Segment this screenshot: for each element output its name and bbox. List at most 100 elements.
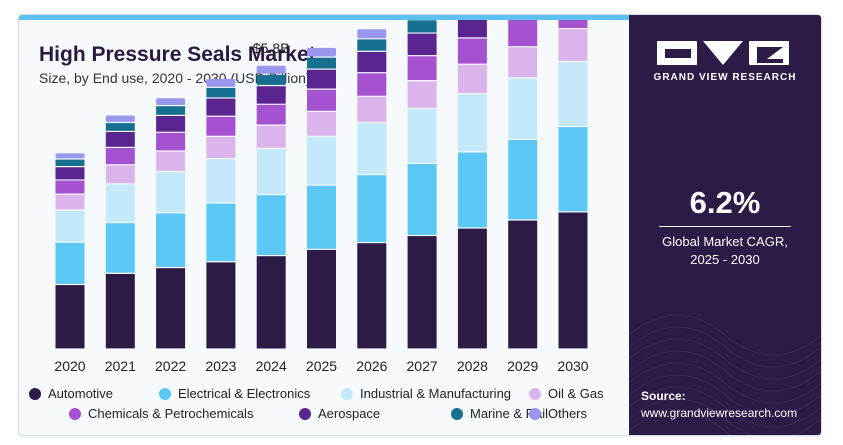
bar-segment <box>357 123 387 174</box>
bar-segment <box>457 94 487 152</box>
legend-swatch <box>451 407 463 420</box>
wave-pattern <box>629 314 821 435</box>
bar-segment <box>256 86 286 104</box>
legend-item: Aerospace <box>299 406 380 421</box>
bar-segment <box>256 256 286 349</box>
bar-segment <box>105 165 135 184</box>
bar-segment <box>206 136 236 158</box>
bar-segment <box>55 167 85 180</box>
bar-segment <box>508 220 538 349</box>
bar-segment <box>256 148 286 194</box>
chart-title: High Pressure Seals Market <box>39 43 316 66</box>
bar-segment <box>256 125 286 148</box>
cagr-label-line2: 2025 - 2030 <box>690 252 760 267</box>
bar-segment <box>357 29 387 39</box>
bar-segment <box>407 56 437 80</box>
legend-swatch <box>529 407 541 420</box>
bar-segment <box>206 203 236 262</box>
bar-segment <box>508 78 538 139</box>
legend-item: Industrial & Manufacturing <box>341 386 511 401</box>
legend-item: Others <box>529 406 587 421</box>
bar-segment <box>357 96 387 122</box>
bar-segment <box>105 123 135 131</box>
cagr-value: 6.2% <box>689 185 761 220</box>
x-tick-label: 2027 <box>407 358 438 374</box>
bar-segment <box>307 89 336 111</box>
legend-label: Industrial & Manufacturing <box>360 386 512 401</box>
bar-segment <box>55 159 85 166</box>
legend-swatch <box>341 387 353 400</box>
x-tick-label: 2026 <box>356 358 387 374</box>
bar-segment <box>156 116 186 132</box>
bar-segment <box>457 20 487 38</box>
legend-label: Oil & Gas <box>548 386 604 401</box>
grand-view-research-logo <box>657 41 789 65</box>
bar-segment <box>55 210 85 242</box>
x-tick-label: 2028 <box>457 358 488 374</box>
bar-segment <box>357 39 387 51</box>
bar-segment <box>457 228 487 349</box>
bar-segment <box>407 108 437 163</box>
stats-panel: GRAND VIEW RESEARCH 6.2% Global Market C… <box>629 15 821 435</box>
bar-segment <box>558 62 588 126</box>
bar-segment <box>407 164 437 235</box>
bar-segment <box>105 148 135 165</box>
bar-segment <box>407 33 437 56</box>
bar-segment <box>156 213 186 267</box>
legend-label: Aerospace <box>318 406 381 421</box>
bar-segment <box>307 57 336 69</box>
bar-segment <box>307 69 336 89</box>
bar-segment <box>156 132 186 151</box>
legend-item: Electrical & Electronics <box>159 386 310 401</box>
bar-segment <box>105 184 135 222</box>
bar-segment <box>206 262 236 349</box>
bar-segment <box>457 64 487 93</box>
cagr-divider <box>659 226 791 227</box>
bar-segment <box>508 140 538 220</box>
x-tick-label: 2021 <box>105 358 136 374</box>
legend-item: Marine & Rail <box>451 406 548 421</box>
bar-segment <box>206 116 236 136</box>
bar-segment <box>307 47 336 57</box>
x-tick-label: 2025 <box>306 358 337 374</box>
bar-segment <box>156 106 186 115</box>
legend-item: Oil & Gas <box>529 386 604 401</box>
bar-segment <box>357 73 387 96</box>
bar-segment <box>206 79 236 87</box>
bar-segment <box>55 153 85 159</box>
cagr-label: Global Market CAGR, 2025 - 2030 <box>629 233 821 269</box>
bar-segment <box>508 47 538 78</box>
bar-segment <box>307 112 336 136</box>
legend-swatch <box>299 407 311 420</box>
bar-segment <box>256 65 286 74</box>
bar-segment <box>457 38 487 64</box>
x-tick-label: 2024 <box>256 358 287 374</box>
brand-name: GRAND VIEW RESEARCH <box>653 72 797 83</box>
legend-swatch <box>69 407 81 420</box>
bar-segment <box>407 81 437 108</box>
bar-segment <box>457 152 487 228</box>
legend-swatch <box>29 387 41 400</box>
bar-annotation: $5.8B <box>253 40 290 56</box>
bar-segment <box>357 175 387 243</box>
bar-segment <box>206 98 236 116</box>
bar-segment <box>105 132 135 147</box>
legend-label: Electrical & Electronics <box>178 386 311 401</box>
bar-segment <box>307 185 336 249</box>
x-tick-label: 2022 <box>155 358 186 374</box>
legend-item: Automotive <box>29 386 113 401</box>
legend-label: Others <box>548 406 588 421</box>
bar-segment <box>55 180 85 194</box>
bar-segment <box>156 268 186 349</box>
x-tick-label: 2023 <box>205 358 236 374</box>
bar-segment <box>156 172 186 213</box>
cagr-label-line1: Global Market CAGR, <box>662 234 788 249</box>
source-link[interactable]: www.grandviewresearch.com <box>641 406 798 420</box>
x-tick-label: 2020 <box>54 358 85 374</box>
bar-segment <box>357 51 387 73</box>
bar-segment <box>55 285 85 349</box>
bar-segment <box>105 115 135 122</box>
source-label: Source: <box>641 389 686 403</box>
bar-segment <box>558 20 588 28</box>
bar-segment <box>156 98 186 105</box>
